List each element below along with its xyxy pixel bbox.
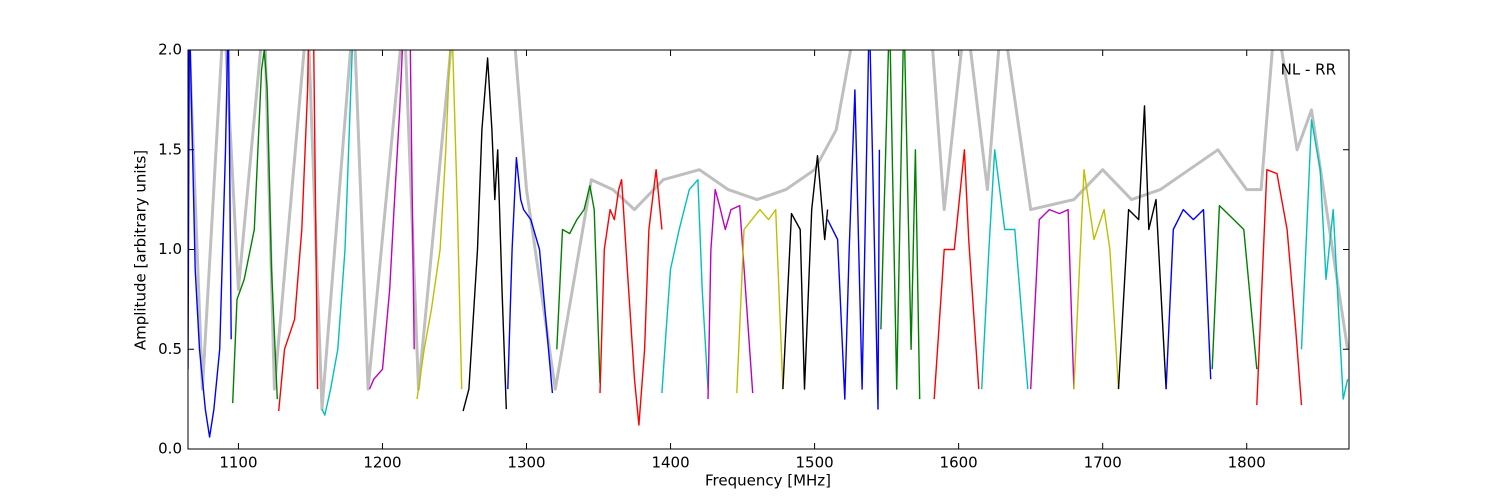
spectrum-line	[826, 50, 881, 410]
y-tick-label: 1.0	[158, 240, 182, 258]
spectrum-line	[1073, 169, 1120, 390]
annotation: NL - RR	[1281, 61, 1336, 79]
spectrum-line	[462, 57, 507, 412]
x-tick-label: 1200	[363, 454, 401, 472]
x-tick-label: 1800	[1228, 454, 1266, 472]
spectrum-line	[933, 149, 980, 400]
y-tick-label: 1.5	[158, 140, 182, 158]
x-tick-label: 1300	[507, 454, 545, 472]
spectrum-line	[188, 50, 232, 438]
x-tick-label: 1400	[651, 454, 689, 472]
y-tick-label: 2.0	[158, 41, 182, 59]
x-tick-label: 1600	[940, 454, 978, 472]
spectrum-line	[1030, 208, 1075, 390]
y-tick-label: 0.0	[158, 440, 182, 458]
y-axis-label: Amplitude [arbitrary units]	[132, 150, 150, 350]
spectrum-line	[981, 149, 1029, 390]
x-axis-label: Frequency [MHz]	[705, 472, 831, 490]
spectrum-line	[507, 157, 554, 394]
spectrum-line	[1165, 208, 1212, 390]
spectrum-line	[661, 179, 709, 394]
spectrum-line	[188, 50, 1349, 411]
x-tick-label: 1100	[219, 454, 257, 472]
x-tick-label: 1500	[796, 454, 834, 472]
spectrum-line	[736, 208, 784, 394]
spectrum-line	[1256, 169, 1303, 406]
spectrum-line	[556, 185, 601, 384]
y-tick-label: 0.5	[158, 340, 182, 358]
plot-area	[188, 50, 1349, 438]
spectrum-line	[880, 50, 921, 400]
spectrum-line	[1211, 204, 1258, 370]
spectrum-line	[416, 50, 463, 400]
spectrum-line	[1300, 119, 1349, 400]
spectrum-line	[707, 188, 754, 400]
spectrum-line	[232, 50, 278, 404]
spectrum-line	[368, 50, 415, 390]
spectrum-line	[599, 169, 663, 426]
x-tick-label: 1700	[1084, 454, 1122, 472]
spectrum-line	[782, 155, 829, 390]
spectrum-line	[278, 50, 319, 412]
spectrum-line	[1117, 105, 1167, 390]
spectrum-line	[321, 50, 353, 416]
